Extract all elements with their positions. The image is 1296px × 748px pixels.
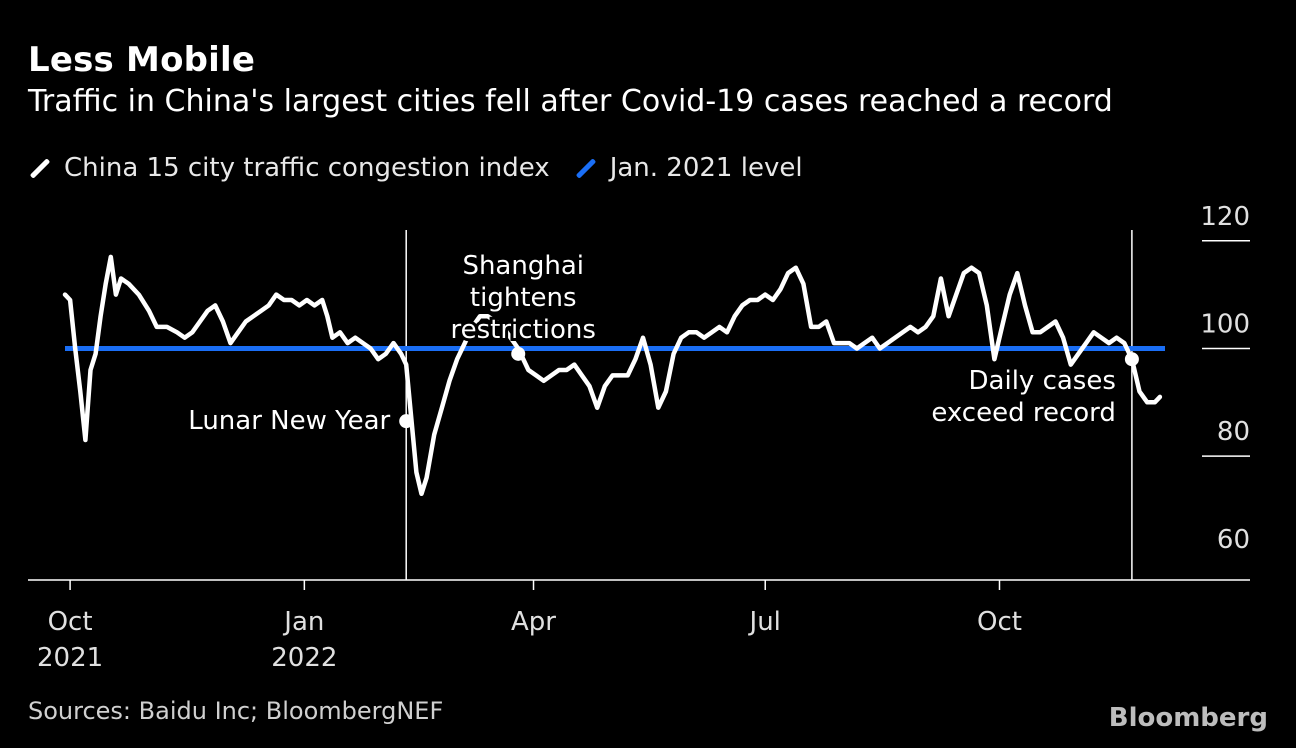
legend: China 15 city traffic congestion index J… bbox=[28, 150, 827, 186]
annotation-label-2-1: exceed record bbox=[931, 398, 1116, 428]
y-tick-label-120: 120 bbox=[1200, 202, 1250, 232]
annotation-label-1-0: Shanghai bbox=[462, 251, 584, 281]
chart-title: Less Mobile bbox=[28, 40, 256, 80]
x-tick-label-1-0: Jan bbox=[282, 607, 324, 637]
legend-swatch-jan-2021-level bbox=[575, 157, 596, 179]
series-line-traffic-index bbox=[62, 254, 1163, 497]
legend-item-jan-2021-level: Jan. 2021 level bbox=[574, 153, 803, 183]
x-tick-label-0-0: Oct bbox=[48, 607, 93, 637]
annotation-dot-2 bbox=[1124, 352, 1139, 367]
annotation-label-1-2: restrictions bbox=[451, 315, 596, 345]
x-tick-label-2-0: Apr bbox=[511, 607, 556, 637]
annotation-dot-0 bbox=[399, 414, 414, 429]
x-tick-label-4-0: Oct bbox=[977, 607, 1022, 637]
legend-label-traffic-index: China 15 city traffic congestion index bbox=[64, 153, 550, 183]
y-tick-label-100: 100 bbox=[1200, 309, 1250, 339]
x-tick-label-1-1: 2022 bbox=[271, 643, 337, 673]
x-tick-label-3-0: Jul bbox=[748, 607, 781, 637]
y-tick-label-80: 80 bbox=[1217, 417, 1250, 447]
line-chart: 60 80 100 120 Oct 2021 Jan 2022 Apr Jul Oct Lunar N… bbox=[28, 202, 1250, 673]
legend-swatch-traffic-index bbox=[29, 157, 51, 179]
annotation-dot-1 bbox=[511, 346, 526, 361]
chart-subtitle: Traffic in China's largest cities fell a… bbox=[28, 84, 1113, 119]
y-tick-label-60: 60 bbox=[1217, 525, 1250, 555]
bloomberg-logo: Bloomberg bbox=[1108, 703, 1268, 733]
annotation-label-0-0: Lunar New Year bbox=[188, 406, 390, 436]
annotation-label-1-1: tightens bbox=[470, 283, 577, 313]
legend-label-jan-2021-level: Jan. 2021 level bbox=[609, 153, 803, 183]
source-note: Sources: Baidu Inc; BloombergNEF bbox=[28, 697, 444, 725]
annotation-label-2-0: Daily cases bbox=[969, 366, 1116, 396]
legend-item-traffic-index: China 15 city traffic congestion index bbox=[28, 153, 550, 183]
x-tick-label-0-1: 2021 bbox=[37, 643, 103, 673]
